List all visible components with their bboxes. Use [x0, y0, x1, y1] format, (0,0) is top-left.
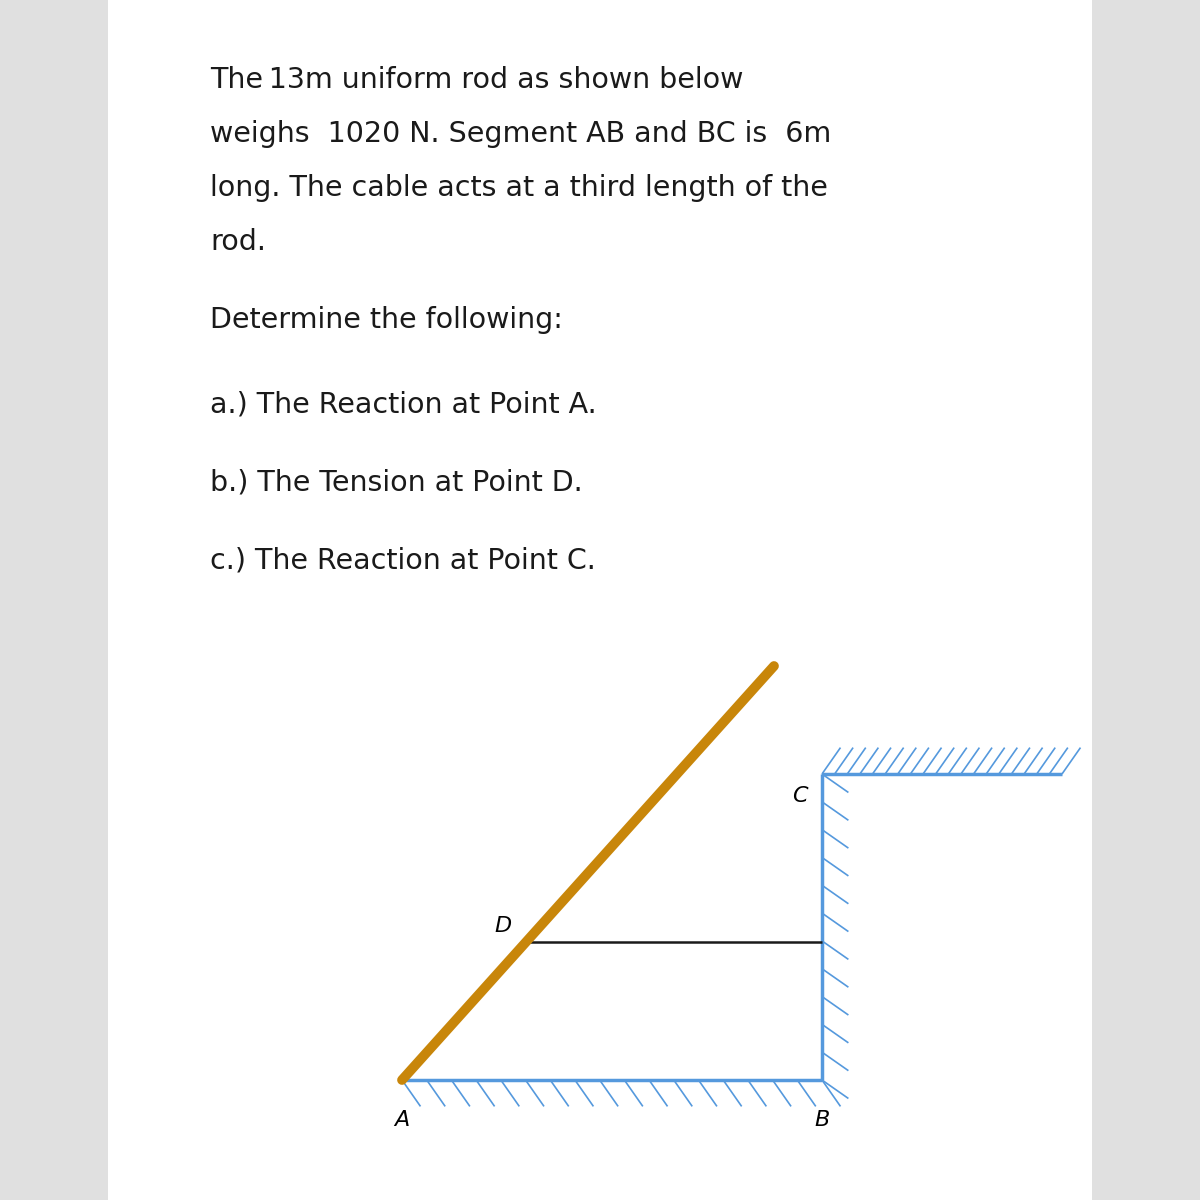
Text: B: B — [815, 1110, 829, 1130]
Text: Determine the following:: Determine the following: — [210, 306, 563, 334]
Text: weighs  1020 N. Segment AB and BC is  6m: weighs 1020 N. Segment AB and BC is 6m — [210, 120, 832, 148]
Text: a.) The Reaction at Point A.: a.) The Reaction at Point A. — [210, 390, 596, 418]
Text: A: A — [395, 1110, 409, 1130]
Text: C: C — [792, 786, 808, 806]
Text: D: D — [494, 916, 511, 936]
Text: b.) The Tension at Point D.: b.) The Tension at Point D. — [210, 468, 583, 496]
Bar — [1092, 0, 1200, 1200]
Text: c.) The Reaction at Point C.: c.) The Reaction at Point C. — [210, 546, 596, 574]
Text: The 13m uniform rod as shown below: The 13m uniform rod as shown below — [210, 66, 743, 94]
Text: rod.: rod. — [210, 228, 266, 256]
Text: long. The cable acts at a third length of the: long. The cable acts at a third length o… — [210, 174, 828, 202]
Bar — [0, 0, 108, 1200]
